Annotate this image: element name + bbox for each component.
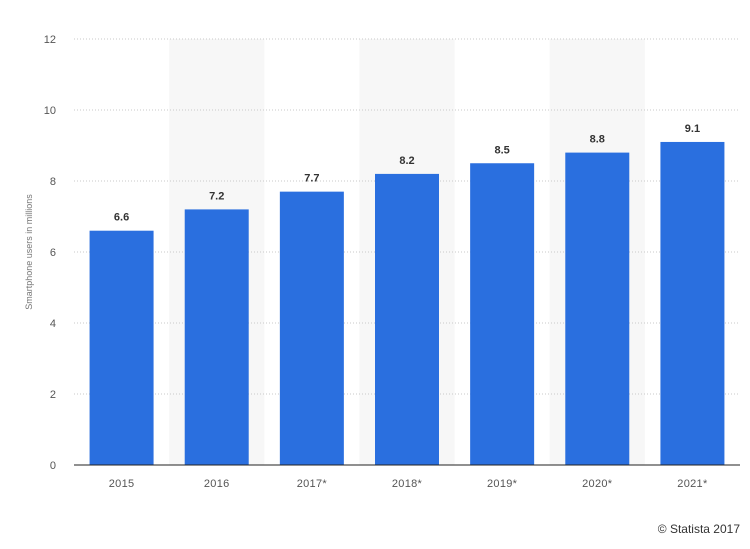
y-axis-title: Smartphone users in millions — [24, 194, 34, 310]
x-tick-label: 2021* — [677, 478, 708, 490]
y-tick-label: 10 — [44, 105, 56, 117]
y-tick-label: 12 — [44, 34, 56, 46]
bar — [375, 173, 439, 465]
bar — [565, 152, 630, 465]
x-tick-label: 2017* — [297, 478, 328, 490]
data-labels: 6.6 7.2 7.7 8.2 8.5 8.8 9.1 — [114, 123, 700, 224]
bar — [470, 163, 535, 465]
bar-value-label: 7.7 — [304, 173, 319, 185]
bar-value-label: 8.8 — [590, 134, 605, 146]
bar-value-label: 9.1 — [685, 123, 700, 135]
x-tick-label: 2016 — [204, 478, 230, 490]
bars — [89, 141, 725, 465]
bar-value-label: 8.2 — [399, 155, 414, 167]
x-axis: 2015 2016 2017* 2018* 2019* 2020* 2021* — [74, 464, 740, 490]
y-tick-label: 8 — [50, 176, 56, 188]
x-tick-label: 2020* — [582, 478, 613, 490]
x-tick-label: 2019* — [487, 478, 518, 490]
y-tick-label: 4 — [50, 318, 56, 330]
bar-value-label: 6.6 — [114, 212, 129, 224]
x-tick-label: 2015 — [109, 478, 135, 490]
bar-value-label: 7.2 — [209, 190, 224, 202]
bar — [279, 191, 344, 465]
bar — [184, 209, 249, 465]
y-tick-label: 0 — [50, 460, 56, 472]
bar-value-label: 8.5 — [494, 144, 509, 156]
y-axis: 0 2 4 6 8 10 12 — [44, 34, 56, 472]
y-tick-label: 2 — [50, 389, 56, 401]
y-tick-label: 6 — [50, 247, 56, 259]
x-tick-label: 2018* — [392, 478, 423, 490]
bar — [660, 141, 725, 465]
bar — [89, 230, 154, 465]
copyright-notice[interactable]: © Statista 2017 — [657, 522, 740, 536]
